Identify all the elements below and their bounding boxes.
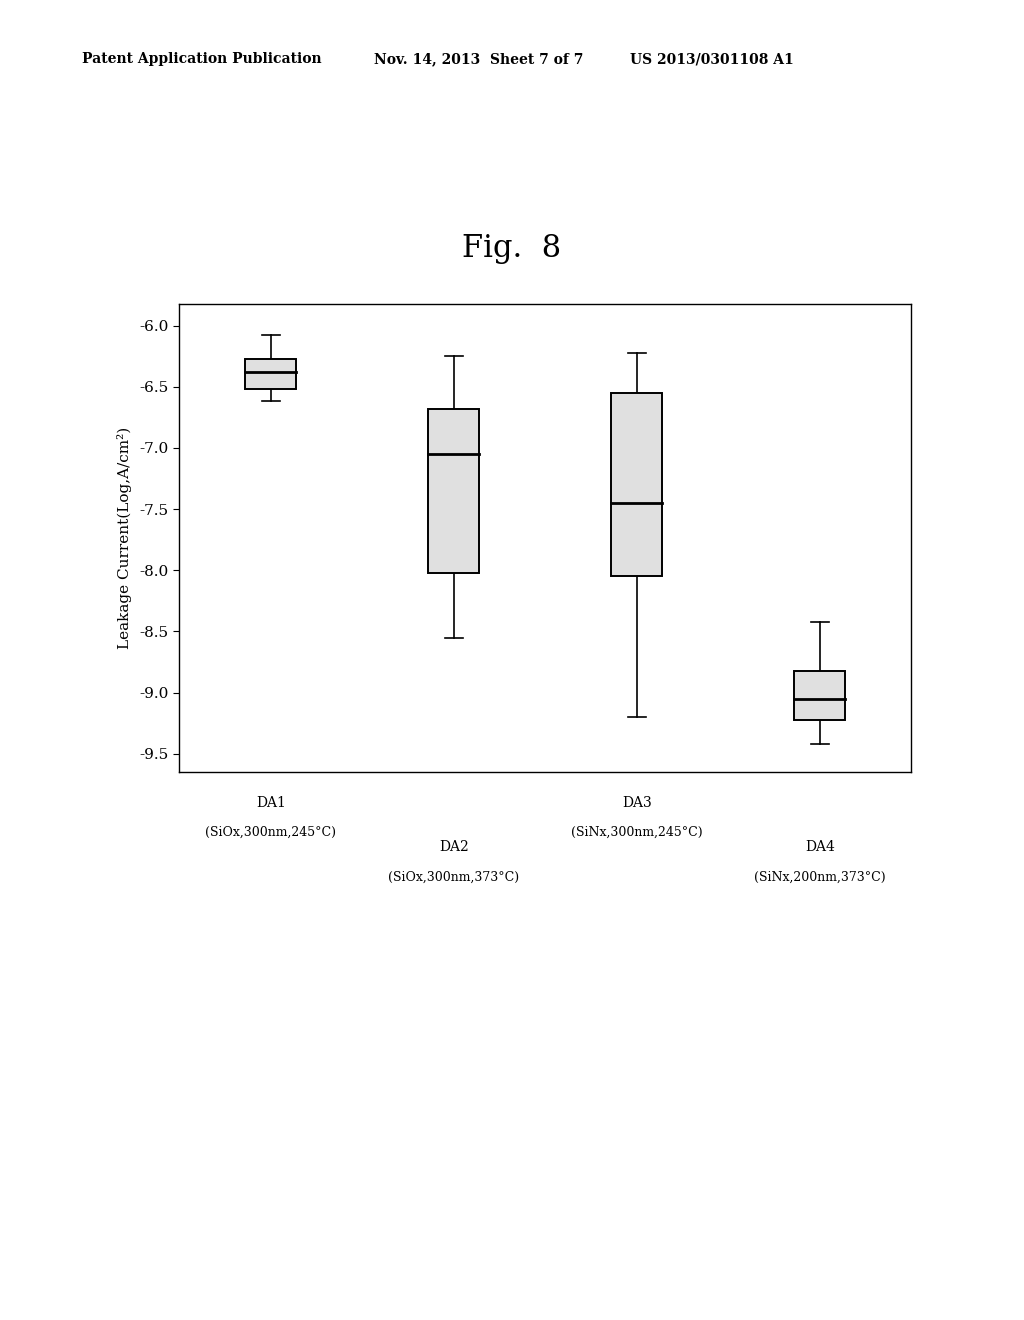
Text: DA2: DA2 [439, 841, 469, 854]
Y-axis label: Leakage Current(Log,A/cm²): Leakage Current(Log,A/cm²) [118, 426, 132, 649]
Text: Patent Application Publication: Patent Application Publication [82, 53, 322, 66]
FancyBboxPatch shape [428, 409, 479, 573]
Text: Fig.  8: Fig. 8 [463, 234, 561, 264]
Text: (SiOx,300nm,373°C): (SiOx,300nm,373°C) [388, 870, 519, 883]
Text: (SiNx,300nm,245°C): (SiNx,300nm,245°C) [571, 825, 702, 838]
Text: (SiOx,300nm,245°C): (SiOx,300nm,245°C) [205, 825, 336, 838]
Text: DA3: DA3 [622, 796, 651, 809]
Text: US 2013/0301108 A1: US 2013/0301108 A1 [630, 53, 794, 66]
Text: Nov. 14, 2013  Sheet 7 of 7: Nov. 14, 2013 Sheet 7 of 7 [374, 53, 583, 66]
FancyBboxPatch shape [245, 359, 296, 389]
FancyBboxPatch shape [795, 671, 846, 719]
FancyBboxPatch shape [611, 393, 663, 577]
Text: DA4: DA4 [805, 841, 835, 854]
Text: (SiNx,200nm,373°C): (SiNx,200nm,373°C) [754, 870, 886, 883]
Text: DA1: DA1 [256, 796, 286, 809]
